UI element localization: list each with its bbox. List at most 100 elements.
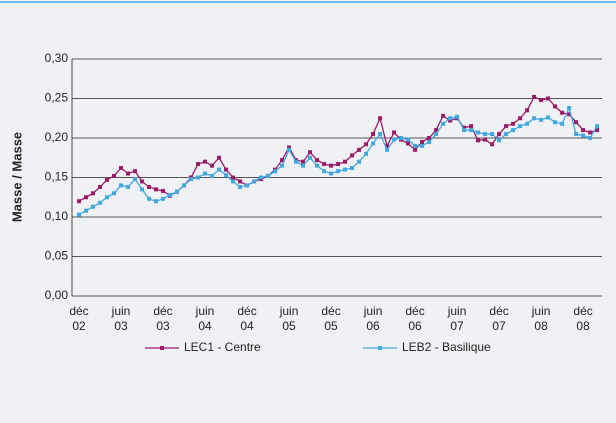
point xyxy=(210,163,215,168)
point xyxy=(315,158,320,163)
point xyxy=(175,189,180,194)
point xyxy=(546,115,551,120)
point xyxy=(161,196,166,201)
point xyxy=(252,179,257,184)
point xyxy=(343,167,348,172)
point xyxy=(84,208,89,213)
point xyxy=(91,204,96,209)
point xyxy=(203,159,208,164)
point xyxy=(273,169,278,174)
legend-marker xyxy=(378,346,382,350)
x-tick-label: déc 04 xyxy=(237,304,257,333)
point xyxy=(518,116,523,121)
point xyxy=(462,128,467,133)
point xyxy=(539,98,544,103)
point xyxy=(427,139,432,144)
x-tick-label: déc 02 xyxy=(69,304,89,333)
point xyxy=(462,125,467,130)
legend-label: LEC1 - Centre xyxy=(184,340,261,354)
point xyxy=(105,177,110,182)
point xyxy=(364,151,369,156)
point xyxy=(182,183,187,188)
point xyxy=(406,141,411,146)
point xyxy=(476,130,481,135)
point xyxy=(301,159,306,164)
point xyxy=(336,162,341,167)
point xyxy=(574,120,579,125)
point xyxy=(469,124,474,129)
point xyxy=(196,175,201,180)
point xyxy=(378,132,383,137)
point xyxy=(483,132,488,137)
x-tick-label: déc 07 xyxy=(489,304,509,333)
point xyxy=(581,128,586,133)
point xyxy=(287,147,292,152)
y-tick-label: 0,00 xyxy=(45,288,69,302)
point xyxy=(140,179,145,184)
point xyxy=(574,132,579,137)
point xyxy=(448,118,453,123)
point xyxy=(168,192,173,197)
point xyxy=(490,142,495,147)
point xyxy=(497,138,502,143)
point xyxy=(315,163,320,168)
y-tick-label: 0,15 xyxy=(45,170,69,184)
point xyxy=(105,195,110,200)
point xyxy=(280,158,285,163)
point xyxy=(266,173,271,178)
legend-label: LEB2 - Basilique xyxy=(402,340,491,354)
point xyxy=(553,120,558,125)
point xyxy=(560,110,565,115)
point xyxy=(196,162,201,167)
point xyxy=(189,177,194,182)
point xyxy=(126,171,131,176)
x-tick-label: juin 08 xyxy=(531,304,551,333)
point xyxy=(518,124,523,129)
point xyxy=(364,142,369,147)
point xyxy=(385,143,390,148)
point xyxy=(280,163,285,168)
point xyxy=(154,199,159,204)
point xyxy=(77,199,82,204)
series-line xyxy=(78,96,598,202)
point xyxy=(567,105,572,110)
point xyxy=(525,121,530,126)
y-tick-label: 0,10 xyxy=(45,209,69,223)
point xyxy=(287,145,292,150)
series-line xyxy=(78,106,598,216)
point xyxy=(511,128,516,133)
point xyxy=(420,139,425,144)
point xyxy=(231,175,236,180)
point xyxy=(322,162,327,167)
point xyxy=(154,187,159,192)
point xyxy=(245,183,250,188)
point xyxy=(119,166,124,171)
x-tick-label: juin 05 xyxy=(279,304,299,333)
point xyxy=(532,94,537,99)
legend-marker xyxy=(160,346,164,350)
point xyxy=(490,132,495,137)
point xyxy=(238,184,243,189)
x-tick-label: déc 06 xyxy=(405,304,425,333)
point xyxy=(567,112,572,117)
point xyxy=(350,153,355,158)
point xyxy=(133,177,138,182)
point xyxy=(581,133,586,138)
x-tick-label: juin 04 xyxy=(195,304,215,333)
point xyxy=(119,183,124,188)
point xyxy=(224,173,229,178)
point xyxy=(98,184,103,189)
point xyxy=(112,191,117,196)
point xyxy=(357,147,362,152)
point xyxy=(406,137,411,142)
x-tick-label: juin 07 xyxy=(447,304,467,333)
point xyxy=(532,116,537,121)
point xyxy=(588,130,593,135)
point xyxy=(420,143,425,148)
point xyxy=(504,124,509,129)
point xyxy=(392,137,397,142)
y-tick-label: 0,30 xyxy=(45,51,69,65)
point xyxy=(91,191,96,196)
point xyxy=(483,137,488,142)
